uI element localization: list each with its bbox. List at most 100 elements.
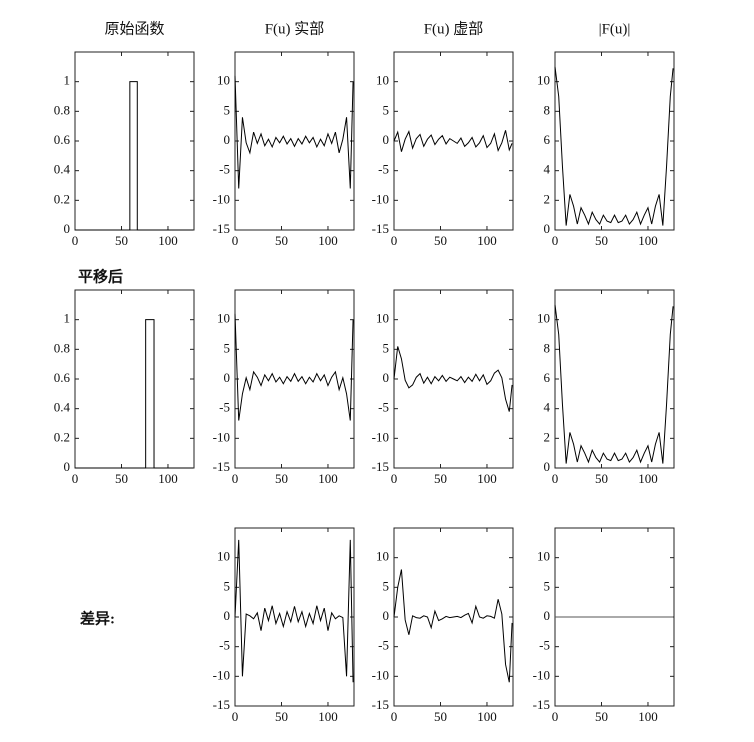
y-tick-label: 5 xyxy=(224,340,231,355)
x-tick-label: 100 xyxy=(477,233,497,248)
y-tick-label: 0 xyxy=(224,370,231,385)
y-tick-label: 10 xyxy=(376,311,389,326)
y-tick-label: -10 xyxy=(533,667,550,682)
y-tick-label: -5 xyxy=(378,162,389,177)
y-tick-label: -5 xyxy=(219,162,230,177)
y-tick-label: 0.8 xyxy=(54,102,70,117)
y-tick-label: -5 xyxy=(219,400,230,415)
x-tick-label: 0 xyxy=(391,709,398,724)
x-tick-label: 50 xyxy=(434,709,447,724)
y-tick-label: 0.6 xyxy=(54,132,71,147)
y-tick-label: 10 xyxy=(376,549,389,564)
x-tick-label: 100 xyxy=(158,471,178,486)
row-label: 差异: xyxy=(80,609,115,627)
y-tick-label: -5 xyxy=(539,638,550,653)
y-tick-label: 8 xyxy=(544,102,551,117)
x-tick-label: 100 xyxy=(638,471,658,486)
data-line xyxy=(393,346,513,412)
x-tick-label: 50 xyxy=(275,471,288,486)
y-tick-label: -10 xyxy=(372,191,389,206)
x-tick-label: 0 xyxy=(232,233,239,248)
y-tick-label: 0 xyxy=(383,608,390,623)
y-tick-label: -15 xyxy=(213,221,230,236)
y-tick-label: -10 xyxy=(213,429,230,444)
x-tick-label: 50 xyxy=(275,709,288,724)
y-tick-label: 2 xyxy=(544,191,551,206)
x-tick-label: 0 xyxy=(552,709,559,724)
y-tick-label: 1 xyxy=(64,73,71,88)
x-tick-label: 100 xyxy=(318,471,338,486)
y-tick-label: 0 xyxy=(383,370,390,385)
y-tick-label: 4 xyxy=(544,400,551,415)
x-tick-label: 100 xyxy=(638,709,658,724)
y-tick-label: 6 xyxy=(544,132,551,147)
x-tick-label: 50 xyxy=(595,709,608,724)
x-tick-label: 50 xyxy=(434,233,447,248)
y-tick-label: 5 xyxy=(383,340,390,355)
y-tick-label: 10 xyxy=(217,73,230,88)
x-tick-label: 100 xyxy=(477,709,497,724)
y-tick-label: -15 xyxy=(213,459,230,474)
y-tick-label: 6 xyxy=(544,370,551,385)
y-tick-label: 0.2 xyxy=(54,429,70,444)
x-tick-label: 0 xyxy=(391,471,398,486)
y-tick-label: 0.6 xyxy=(54,370,71,385)
x-tick-label: 0 xyxy=(552,233,559,248)
x-tick-label: 50 xyxy=(595,233,608,248)
y-tick-label: 0 xyxy=(224,132,231,147)
x-tick-label: 100 xyxy=(477,471,497,486)
data-line xyxy=(234,75,354,189)
x-tick-label: 50 xyxy=(434,471,447,486)
y-tick-label: 0 xyxy=(383,132,390,147)
x-tick-label: 100 xyxy=(318,233,338,248)
y-tick-label: 0 xyxy=(544,608,551,623)
data-line xyxy=(393,129,513,153)
x-tick-label: 50 xyxy=(115,233,128,248)
data-line xyxy=(234,313,354,421)
x-tick-label: 0 xyxy=(232,709,239,724)
chart-title: F(u) 实部 xyxy=(265,20,325,37)
data-line xyxy=(234,539,354,683)
y-tick-label: -5 xyxy=(219,638,230,653)
x-tick-label: 0 xyxy=(232,471,239,486)
data-line xyxy=(75,319,194,469)
data-line xyxy=(75,81,194,231)
y-tick-label: 10 xyxy=(537,311,550,326)
data-line xyxy=(393,569,513,683)
y-tick-label: 8 xyxy=(544,340,551,355)
x-tick-label: 50 xyxy=(595,471,608,486)
x-tick-label: 50 xyxy=(115,471,128,486)
y-tick-label: 0.8 xyxy=(54,340,70,355)
y-tick-label: -5 xyxy=(378,400,389,415)
x-tick-label: 0 xyxy=(552,471,559,486)
y-tick-label: 10 xyxy=(217,311,230,326)
y-tick-label: 10 xyxy=(217,549,230,564)
y-tick-label: 5 xyxy=(544,578,551,593)
y-tick-label: 5 xyxy=(224,578,231,593)
data-line xyxy=(554,66,674,226)
chart-title: F(u) 虚部 xyxy=(424,20,484,37)
y-tick-label: 0.4 xyxy=(54,162,71,177)
y-tick-label: -15 xyxy=(372,459,389,474)
y-tick-label: 10 xyxy=(537,73,550,88)
x-tick-label: 0 xyxy=(391,233,398,248)
y-tick-label: -5 xyxy=(378,638,389,653)
x-tick-label: 0 xyxy=(72,233,79,248)
y-tick-label: 0 xyxy=(64,459,71,474)
chart-title: |F(u)| xyxy=(599,21,631,37)
y-tick-label: 2 xyxy=(544,429,551,444)
x-tick-label: 100 xyxy=(318,709,338,724)
x-tick-label: 100 xyxy=(158,233,178,248)
y-tick-label: 0.2 xyxy=(54,191,70,206)
y-tick-label: 0 xyxy=(64,221,71,236)
y-tick-label: -10 xyxy=(213,191,230,206)
y-tick-label: -10 xyxy=(213,667,230,682)
y-tick-label: -15 xyxy=(213,697,230,712)
row-label: 平移后 xyxy=(78,267,123,285)
y-tick-label: 0.4 xyxy=(54,400,71,415)
y-tick-label: -10 xyxy=(372,667,389,682)
y-tick-label: -10 xyxy=(372,429,389,444)
y-tick-label: 10 xyxy=(376,73,389,88)
